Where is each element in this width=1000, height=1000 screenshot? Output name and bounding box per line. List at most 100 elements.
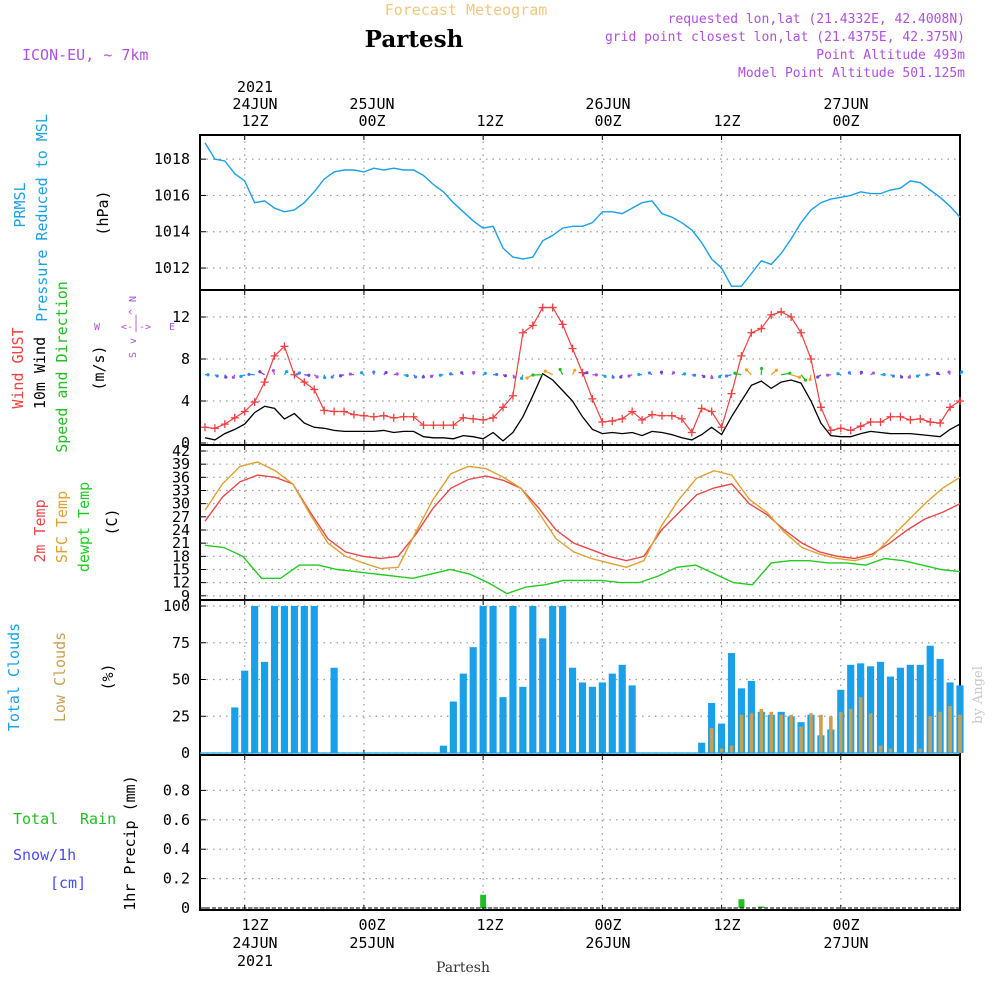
gust-point (270, 351, 279, 360)
top-tick-hour: 12Z (476, 112, 503, 130)
wind-direction-arrowhead (671, 371, 676, 375)
gust-point (330, 407, 339, 416)
low-cloud-bar (799, 726, 803, 753)
total-clouds-label: Total Clouds (5, 623, 23, 731)
wind-direction-arrowhead (710, 376, 714, 380)
gust-point (618, 414, 627, 423)
wind-direction-arrowhead (449, 372, 453, 376)
y-tick-label: 39 (172, 455, 190, 473)
wind-dir-label: Speed and Direction (53, 281, 71, 453)
low-cloud-bar (948, 705, 952, 753)
gust-point (538, 303, 547, 312)
forecast-title: Forecast Meteogram (385, 1, 548, 19)
wind-plot: 0 4 8 12 (172, 290, 964, 452)
gust-point (657, 411, 666, 420)
low-cloud-bar (819, 714, 823, 753)
top-tick-date: 24JUN (232, 95, 277, 113)
wind-direction-arrowhead (847, 371, 851, 375)
pressure-label-msl: Pressure Reduced to MSL (33, 114, 51, 322)
total-cloud-bar (886, 676, 895, 753)
y-tick-label: 0 (181, 434, 190, 452)
total-cloud-bar (260, 661, 269, 753)
wind-direction-arrowhead (871, 371, 875, 375)
wind-direction-arrowhead (907, 375, 911, 379)
gust-point (310, 385, 319, 394)
total-cloud-bar (608, 673, 616, 753)
gust-point (727, 389, 736, 398)
bottom-tick-date: 26JUN (585, 934, 630, 952)
gust-point (926, 418, 935, 426)
low-clouds-label: Low Clouds (51, 632, 69, 722)
low-cloud-bar (918, 748, 923, 753)
wind-direction-arrowhead (826, 373, 830, 377)
total-cloud-bar (568, 667, 577, 753)
gust-point (220, 420, 229, 429)
gust-point (737, 351, 746, 360)
wind-direction-arrowhead (788, 371, 792, 375)
wind-direction-arrowhead (307, 373, 311, 377)
gust-point (399, 412, 408, 421)
grid-point-coords: grid point closest lon,lat (21.4375E, 42… (605, 30, 965, 45)
total-cloud-bar (231, 707, 239, 753)
y-tick-label: 0 (181, 744, 190, 762)
gust-point (389, 413, 398, 422)
wind-direction-arrowhead (803, 378, 808, 382)
wind-direction-arrowhead (733, 371, 737, 375)
low-cloud-bar (928, 716, 932, 753)
gust-point (578, 368, 587, 377)
gust-point (906, 415, 915, 424)
low-cloud-bar (829, 716, 833, 753)
y-tick-label: 1018 (154, 150, 190, 168)
y-tick-label: 9 (181, 587, 190, 605)
gust-point (290, 370, 299, 379)
wind-direction-arrowhead (438, 373, 443, 377)
wind-direction-arrowhead (899, 375, 904, 379)
y-tick-label: 100 (163, 597, 190, 615)
wind-direction-arrowhead (947, 370, 951, 374)
gust-point (956, 397, 964, 405)
compass-up: ^ (128, 309, 139, 315)
compass-arrows: <-|-> (121, 322, 151, 333)
total-cloud-bar (439, 745, 447, 753)
precip-snow-label: Snow/1h (13, 846, 76, 864)
gust-point (369, 412, 378, 421)
wind-direction-arrowhead (836, 372, 840, 376)
total-cloud-bar (628, 685, 636, 753)
y-tick-label: 21 (172, 534, 190, 552)
gust-point (747, 328, 756, 337)
precip-bar (480, 894, 487, 908)
wind-direction-arrowhead (543, 369, 547, 373)
low-cloud-bar (838, 711, 843, 753)
y-tick-label: 0.8 (163, 781, 190, 799)
gust-point (648, 410, 657, 419)
wind-direction-arrowhead (808, 377, 812, 382)
y-tick-label: 0.2 (163, 870, 190, 888)
bottom-tick-hour: 12Z (241, 916, 268, 934)
top-tick-hour: 00Z (594, 112, 621, 130)
low-cloud-bar (749, 713, 754, 753)
wind-direction-arrowhead (339, 374, 343, 378)
low-cloud-bar (868, 713, 873, 753)
bottom-tick-date: 27JUN (823, 934, 868, 952)
total-cloud-bar (519, 686, 527, 753)
total-cloud-bar (876, 661, 885, 753)
precip-plot: 0 0.2 0.4 0.6 0.8 (163, 755, 960, 917)
pressure-line (204, 142, 961, 287)
top-tick-date: 25JUN (349, 95, 394, 113)
wind-direction-arrowhead (683, 372, 687, 376)
low-cloud-bar (888, 748, 893, 753)
gust-point (846, 426, 855, 435)
top-tick-hour: 12Z (713, 112, 740, 130)
wind-direction-arrowhead (231, 375, 235, 379)
wind-direction-arrowhead (421, 375, 425, 379)
gust-point (608, 416, 617, 425)
total-cloud-bar (867, 666, 875, 753)
wind-direction-arrowhead (585, 371, 589, 375)
top-tick-hour: 00Z (358, 112, 385, 130)
wind-direction-arrowhead (718, 375, 722, 379)
wind-direction-arrowhead (859, 370, 863, 374)
compass-n: N (128, 296, 139, 302)
